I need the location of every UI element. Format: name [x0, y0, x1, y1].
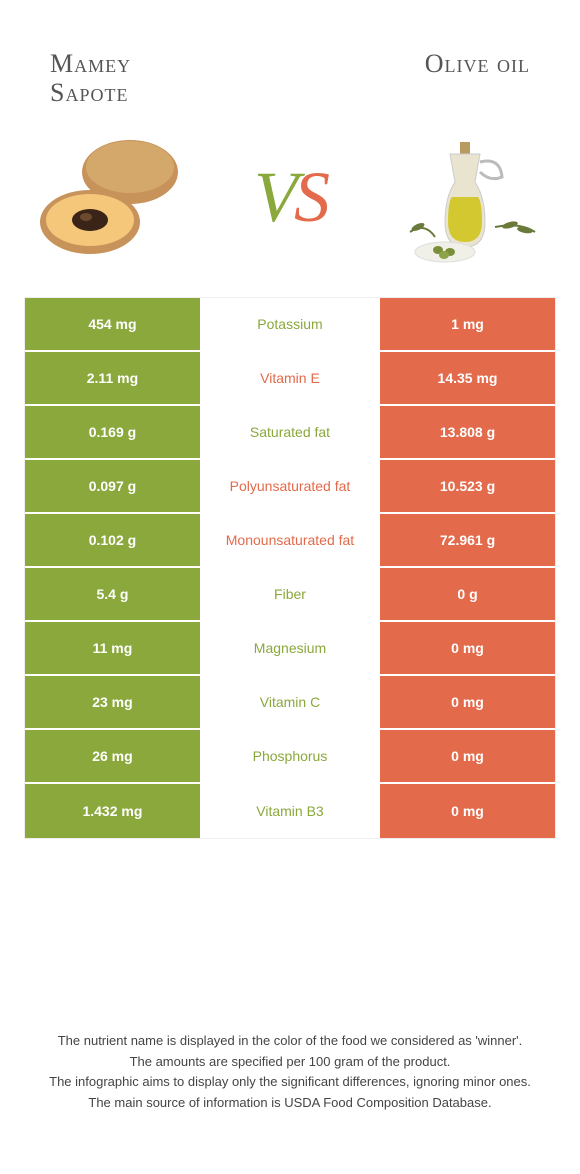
- left-value: 26 mg: [25, 730, 200, 782]
- table-row: 0.102 gMonounsaturated fat72.961 g: [25, 514, 555, 568]
- table-row: 26 mgPhosphorus0 mg: [25, 730, 555, 784]
- left-value: 11 mg: [25, 622, 200, 674]
- nutrient-label: Monounsaturated fat: [200, 514, 380, 566]
- table-row: 0.097 gPolyunsaturated fat10.523 g: [25, 460, 555, 514]
- right-value: 72.961 g: [380, 514, 555, 566]
- nutrient-label: Saturated fat: [200, 406, 380, 458]
- vs-s: S: [294, 157, 326, 237]
- nutrient-label: Vitamin B3: [200, 784, 380, 838]
- right-value: 13.808 g: [380, 406, 555, 458]
- table-row: 454 mgPotassium1 mg: [25, 298, 555, 352]
- left-value: 5.4 g: [25, 568, 200, 620]
- nutrient-label: Fiber: [200, 568, 380, 620]
- right-value: 0 mg: [380, 784, 555, 838]
- right-value: 0 g: [380, 568, 555, 620]
- left-value: 0.102 g: [25, 514, 200, 566]
- right-value: 0 mg: [380, 676, 555, 728]
- left-value: 2.11 mg: [25, 352, 200, 404]
- table-row: 0.169 gSaturated fat13.808 g: [25, 406, 555, 460]
- title-right: Olive oil: [425, 50, 530, 79]
- images-row: VS: [0, 117, 580, 297]
- right-value: 1 mg: [380, 298, 555, 350]
- left-value: 23 mg: [25, 676, 200, 728]
- right-value: 0 mg: [380, 622, 555, 674]
- nutrient-label: Phosphorus: [200, 730, 380, 782]
- footer-line-3: The infographic aims to display only the…: [40, 1072, 540, 1093]
- nutrient-label: Polyunsaturated fat: [200, 460, 380, 512]
- table-row: 11 mgMagnesium0 mg: [25, 622, 555, 676]
- right-value: 10.523 g: [380, 460, 555, 512]
- nutrient-label: Potassium: [200, 298, 380, 350]
- vs-label: VS: [254, 156, 326, 239]
- vs-v: V: [254, 157, 294, 237]
- left-value: 454 mg: [25, 298, 200, 350]
- table-row: 2.11 mgVitamin E14.35 mg: [25, 352, 555, 406]
- title-left-line2: Sapote: [50, 78, 128, 107]
- left-value: 0.169 g: [25, 406, 200, 458]
- table-row: 1.432 mgVitamin B30 mg: [25, 784, 555, 838]
- right-value: 14.35 mg: [380, 352, 555, 404]
- title-left-line1: Mamey: [50, 49, 131, 78]
- left-value: 0.097 g: [25, 460, 200, 512]
- footer-line-2: The amounts are specified per 100 gram o…: [40, 1052, 540, 1073]
- right-value: 0 mg: [380, 730, 555, 782]
- nutrient-label: Vitamin E: [200, 352, 380, 404]
- left-value: 1.432 mg: [25, 784, 200, 838]
- title-left: Mamey Sapote: [50, 50, 131, 107]
- table-row: 23 mgVitamin C0 mg: [25, 676, 555, 730]
- footer-line-4: The main source of information is USDA F…: [40, 1093, 540, 1114]
- olive-oil-image: [390, 127, 550, 267]
- footer-line-1: The nutrient name is displayed in the co…: [40, 1031, 540, 1052]
- mamey-sapote-image: [30, 127, 190, 267]
- nutrient-table: 454 mgPotassium1 mg2.11 mgVitamin E14.35…: [24, 297, 556, 839]
- footer-notes: The nutrient name is displayed in the co…: [0, 1031, 580, 1114]
- nutrient-label: Magnesium: [200, 622, 380, 674]
- nutrient-label: Vitamin C: [200, 676, 380, 728]
- header: Mamey Sapote Olive oil: [0, 0, 580, 117]
- table-row: 5.4 gFiber0 g: [25, 568, 555, 622]
